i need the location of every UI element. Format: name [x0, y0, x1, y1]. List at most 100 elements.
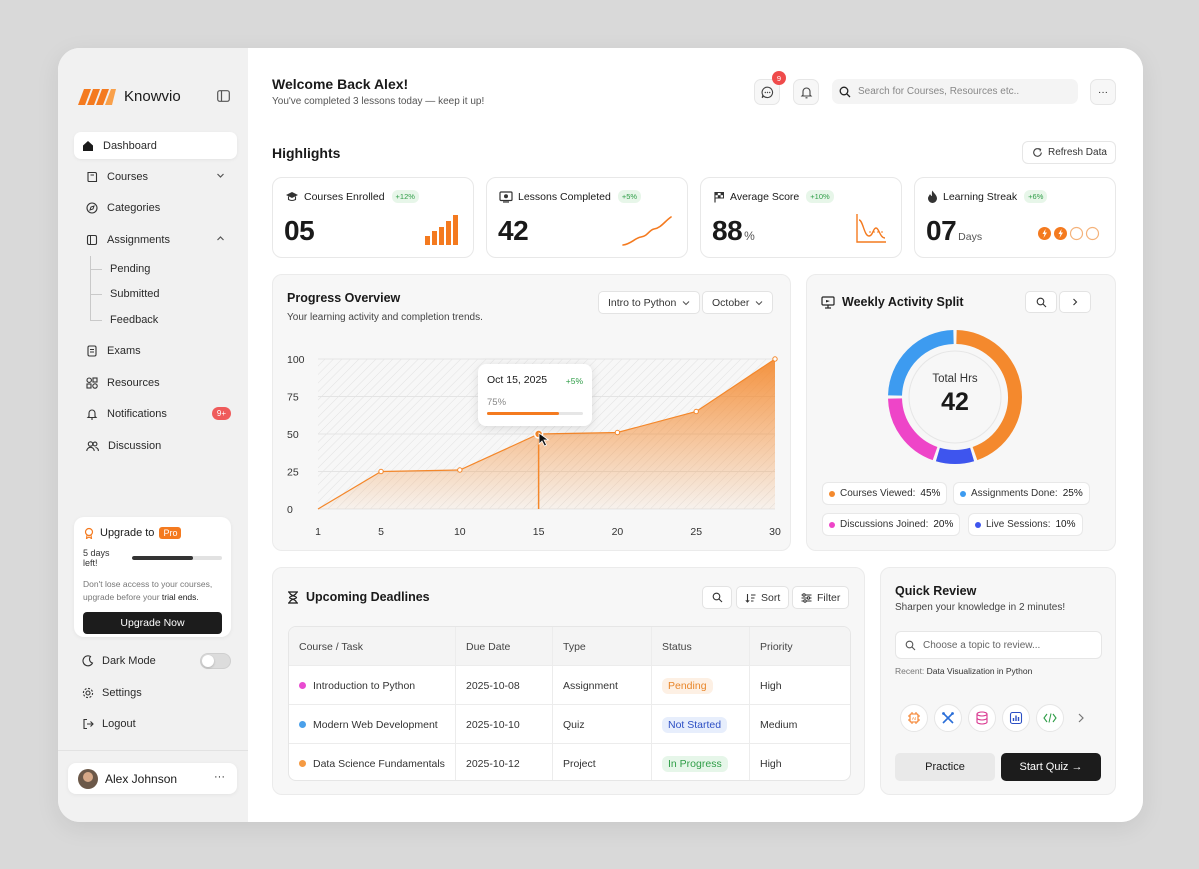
clipboard-icon	[86, 234, 98, 246]
y-tick-label: 100	[287, 354, 305, 366]
weekly-search-button[interactable]	[1025, 291, 1057, 313]
topic-search-box[interactable]	[895, 631, 1102, 659]
sidebar-item-exams[interactable]: Exams	[74, 337, 237, 364]
tools-icon[interactable]	[934, 704, 962, 732]
table-row[interactable]: Modern Web Development 2025-10-10 Quiz N…	[289, 705, 850, 744]
search-input[interactable]	[858, 86, 1068, 97]
more-options-button[interactable]: ···	[1090, 79, 1116, 105]
donut-segment[interactable]	[888, 398, 938, 461]
code-icon[interactable]	[1036, 704, 1064, 732]
priority: High	[749, 744, 850, 780]
sidebar-subitem-feedback[interactable]: Feedback	[90, 312, 158, 328]
upgrade-now-button[interactable]: Upgrade Now	[83, 612, 222, 634]
bell-icon	[800, 86, 813, 99]
donut-chart	[888, 330, 1022, 464]
topic-input[interactable]	[923, 639, 1098, 651]
table-row[interactable]: Data Science Fundamentals 2025-10-12 Pro…	[289, 744, 850, 780]
page-subtitle: You've completed 3 lessons today — keep …	[272, 96, 485, 107]
user-menu-icon[interactable]: ···	[214, 771, 225, 783]
chevron-right-icon[interactable]	[1077, 713, 1085, 723]
stat-change-badge: +12%	[391, 190, 419, 203]
streak-icons	[1037, 226, 1101, 241]
y-tick-label: 50	[287, 429, 299, 441]
data-point[interactable]	[772, 356, 778, 362]
sidebar-item-notifications[interactable]: Notifications 9+	[74, 400, 237, 427]
legend-live-sessions: Live Sessions: 10%	[968, 513, 1083, 536]
user-card[interactable]: Alex Johnson ···	[68, 763, 237, 794]
highlights-title: Highlights	[272, 145, 341, 161]
book-icon	[86, 171, 98, 183]
sidebar-item-settings[interactable]: Settings	[82, 685, 142, 701]
bell-icon	[86, 408, 98, 420]
sort-button[interactable]: Sort	[736, 586, 790, 609]
data-point[interactable]	[614, 429, 621, 436]
stat-card-learning-streak: Learning Streak +6% 07 Days	[914, 177, 1116, 258]
brand-name: Knowvio	[124, 88, 181, 105]
task-type: Project	[552, 744, 651, 780]
sidebar-item-discussion[interactable]: Discussion	[74, 432, 237, 459]
sidebar-toggle-icon[interactable]	[217, 90, 230, 102]
y-tick-label: 0	[287, 504, 293, 516]
column-header[interactable]: Status	[651, 627, 749, 666]
sidebar-item-courses[interactable]: Courses	[74, 163, 237, 190]
x-tick-label: 30	[769, 526, 781, 538]
dark-mode-toggle[interactable]	[200, 653, 231, 669]
document-icon	[86, 344, 98, 357]
sidebar-item-dashboard[interactable]: Dashboard	[74, 132, 237, 159]
notifications-button[interactable]	[793, 79, 819, 105]
data-point[interactable]	[457, 467, 463, 473]
quick-review-title: Quick Review	[895, 584, 977, 598]
month-select[interactable]: October	[702, 291, 774, 314]
sidebar-item-label: Logout	[102, 718, 136, 730]
graduation-cap-icon	[285, 191, 299, 203]
sidebar-subitem-submitted[interactable]: Submitted	[90, 286, 160, 302]
donut-center-label: Total Hrs	[932, 373, 978, 385]
refresh-data-button[interactable]: Refresh Data	[1022, 141, 1116, 164]
database-icon[interactable]	[968, 704, 996, 732]
donut-segment[interactable]	[888, 330, 954, 396]
upgrade-description: Don't lose access to your courses, upgra…	[83, 579, 213, 602]
sidebar-item-logout[interactable]: Logout	[82, 716, 136, 732]
sidebar-item-categories[interactable]: Categories	[74, 194, 237, 221]
tooltip-date: Oct 15, 2025	[487, 374, 548, 386]
column-header[interactable]: Type	[552, 627, 651, 666]
svg-text:AI: AI	[912, 716, 916, 721]
data-point[interactable]	[693, 408, 699, 415]
sidebar-item-assignments[interactable]: Assignments	[74, 226, 237, 253]
quick-review-panel: Quick Review Sharpen your knowledge in 2…	[880, 567, 1116, 795]
sidebar-subitem-pending[interactable]: Pending	[90, 261, 150, 277]
messages-badge: 9	[772, 71, 786, 85]
stat-change-badge: +6%	[1024, 190, 1048, 203]
sidebar-item-label: Courses	[107, 170, 148, 183]
chart-icon[interactable]	[1002, 704, 1030, 732]
course-select[interactable]: Intro to Python	[598, 291, 701, 314]
donut-center-value: 42	[941, 388, 969, 416]
filter-button[interactable]: Filter	[792, 586, 850, 609]
donut-segment[interactable]	[935, 447, 975, 464]
ai-chip-icon[interactable]: AI	[900, 704, 928, 732]
messages-button[interactable]: 9	[754, 71, 786, 105]
column-header[interactable]: Course / Task	[299, 640, 363, 653]
course-color-dot	[299, 721, 306, 728]
x-tick-label: 15	[533, 526, 545, 538]
column-header[interactable]: Due Date	[455, 627, 552, 666]
sidebar-item-label: Resources	[107, 376, 160, 389]
weekly-activity-panel: Weekly Activity Split Total Hrs 42 Cours…	[806, 274, 1116, 551]
search-bar[interactable]	[832, 79, 1078, 104]
start-quiz-button[interactable]: Start Quiz →	[1001, 753, 1101, 781]
column-header[interactable]: Priority	[749, 627, 850, 666]
search-icon	[1036, 297, 1047, 308]
weekly-next-button[interactable]	[1059, 291, 1091, 313]
practice-button[interactable]: Practice	[895, 753, 995, 781]
notifications-badge: 9+	[211, 407, 231, 420]
streak-bolt-icon	[1054, 227, 1067, 240]
deadlines-search-button[interactable]	[702, 586, 732, 609]
donut-segment[interactable]	[956, 330, 1022, 461]
table-row[interactable]: Introduction to Python 2025-10-08 Assign…	[289, 666, 850, 705]
main-content: Welcome Back Alex! You've completed 3 le…	[248, 48, 1143, 822]
course-name: Modern Web Development	[313, 718, 438, 731]
data-point[interactable]	[378, 468, 384, 475]
due-date: 2025-10-10	[455, 705, 552, 744]
sidebar-item-resources[interactable]: Resources	[74, 369, 237, 396]
brand[interactable]: Knowvio	[78, 88, 181, 105]
